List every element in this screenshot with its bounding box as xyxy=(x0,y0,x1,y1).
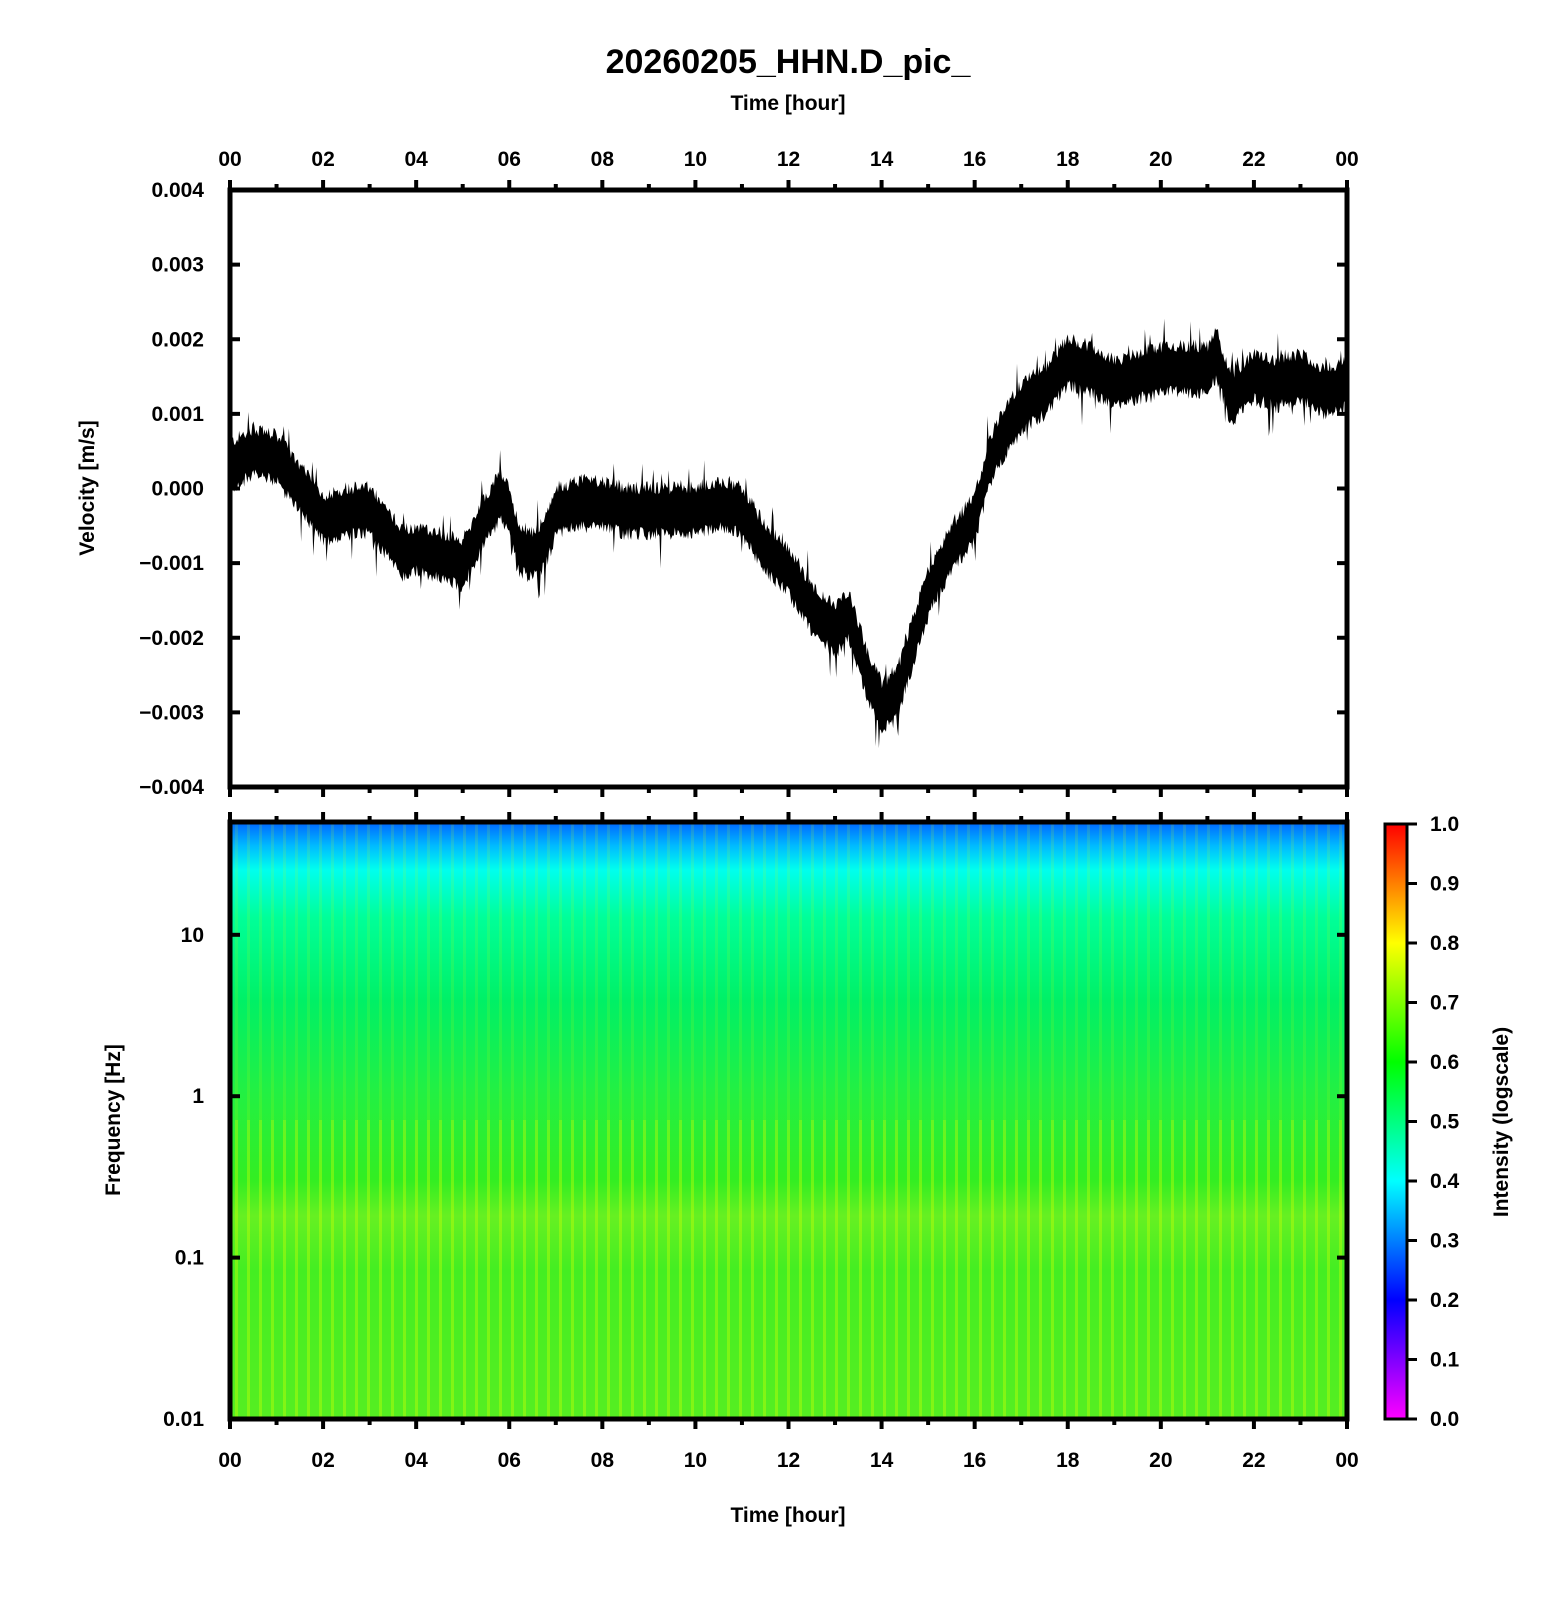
frequency-y-axis-title: Frequency [Hz] xyxy=(102,1044,125,1196)
velocity-tick-label: 0.001 xyxy=(151,403,204,426)
frequency-tick-label: 10 xyxy=(181,924,204,947)
velocity-trend-line xyxy=(230,351,1347,707)
velocity-tick-label: −0.001 xyxy=(139,552,204,575)
frequency-tick-label: 0.1 xyxy=(175,1247,205,1270)
velocity-y-axis: −0.004 −0.003 −0.002 −0.001 0.000 0.001 0.002 0… xyxy=(139,179,1347,799)
frequency-tick-label: 0.01 xyxy=(163,1408,204,1431)
velocity-tick-label: −0.002 xyxy=(139,627,204,650)
top-x-tick-label: 04 xyxy=(404,148,428,171)
colorbar-tick-label: 0.8 xyxy=(1430,932,1460,955)
spectrogram-panel: 00 02 04 06 08 10 12 14 16 18 20 22 00 0.01 0.1 1 10 Fr… xyxy=(102,812,1359,1527)
top-x-tick-label: 16 xyxy=(963,148,986,171)
bottom-x-tick-label: 22 xyxy=(1242,1449,1265,1472)
frequency-y-axis: 0.01 0.1 1 10 xyxy=(163,924,1347,1431)
colorbar-tick-label: 0.0 xyxy=(1430,1408,1459,1431)
bottom-x-tick-label: 04 xyxy=(404,1449,428,1472)
bottom-x-tick-label: 18 xyxy=(1056,1449,1080,1472)
bottom-x-tick-label: 20 xyxy=(1149,1449,1172,1472)
frequency-tick-label: 1 xyxy=(192,1085,204,1108)
colorbar: 0.0 0.1 0.2 0.3 0.4 0.5 0.6 0.7 0.8 0.9 1.0 Intens… xyxy=(1383,813,1513,1431)
bottom-x-tick-label: 14 xyxy=(870,1449,894,1472)
top-x-tick-label: 10 xyxy=(684,148,707,171)
bottom-x-axis-title: Time [hour] xyxy=(730,1504,845,1527)
bottom-x-tick-label: 00 xyxy=(218,1449,241,1472)
colorbar-tick-label: 0.9 xyxy=(1430,873,1459,896)
bottom-x-tick-label: 12 xyxy=(777,1449,800,1472)
colorbar-tick-label: 1.0 xyxy=(1430,813,1459,836)
top-x-axis-title: Time [hour] xyxy=(730,92,845,115)
colorbar-label: Intensity (logscale) xyxy=(1490,1027,1513,1217)
colorbar-tick-label: 0.5 xyxy=(1430,1111,1460,1134)
bottom-x-axis: 00 02 04 06 08 10 12 14 16 18 20 22 00 xyxy=(218,812,1359,1472)
velocity-tick-label: 0.004 xyxy=(151,179,204,202)
spectrogram-stripes xyxy=(230,1120,1347,1419)
bottom-x-tick-label: 02 xyxy=(311,1449,334,1472)
top-x-tick-label: 08 xyxy=(591,148,615,171)
colorbar-tick-label: 0.6 xyxy=(1430,1051,1459,1074)
top-x-tick-label: 02 xyxy=(311,148,334,171)
velocity-panel: 00 02 04 06 08 10 12 14 16 18 20 22 00 −0.004−0.003−… xyxy=(76,148,1359,799)
colorbar-tick-label: 0.2 xyxy=(1430,1289,1459,1312)
top-x-tick-label: 12 xyxy=(777,148,800,171)
top-x-tick-label: 00 xyxy=(1335,148,1358,171)
velocity-tick-label: −0.003 xyxy=(139,701,204,724)
colorbar-gradient xyxy=(1383,822,1409,1421)
velocity-tick-label: 0.002 xyxy=(151,328,204,351)
spectrogram-stripes-upper xyxy=(230,822,1347,1120)
bottom-x-tick-label: 10 xyxy=(684,1449,707,1472)
bottom-x-tick-label: 06 xyxy=(498,1449,521,1472)
colorbar-tick-label: 0.7 xyxy=(1430,992,1459,1015)
velocity-tick-label: 0.003 xyxy=(151,254,204,277)
bottom-x-tick-label: 16 xyxy=(963,1449,986,1472)
top-x-tick-label: 18 xyxy=(1056,148,1080,171)
top-x-tick-label: 06 xyxy=(498,148,521,171)
bottom-x-tick-label: 00 xyxy=(1335,1449,1358,1472)
top-x-axis: 00 02 04 06 08 10 12 14 16 18 20 22 00 xyxy=(218,148,1359,797)
velocity-y-axis-title: Velocity [m/s] xyxy=(76,420,99,555)
velocity-tick-label: −0.004 xyxy=(139,776,204,799)
top-x-tick-label: 00 xyxy=(218,148,241,171)
velocity-tick-label: 0.000 xyxy=(151,478,204,501)
velocity-plot-frame xyxy=(227,187,1350,790)
top-x-tick-label: 20 xyxy=(1149,148,1172,171)
colorbar-tick-label: 0.3 xyxy=(1430,1230,1459,1253)
chart-title: 20260205_HHN.D_pic_ xyxy=(606,43,972,81)
top-x-tick-label: 22 xyxy=(1242,148,1265,171)
colorbar-axis: 0.0 0.1 0.2 0.3 0.4 0.5 0.6 0.7 0.8 0.9 1.0 xyxy=(1407,813,1460,1431)
top-x-tick-label: 14 xyxy=(870,148,894,171)
bottom-x-tick-label: 08 xyxy=(591,1449,615,1472)
colorbar-tick-label: 0.4 xyxy=(1430,1170,1460,1193)
colorbar-tick-label: 0.1 xyxy=(1430,1349,1460,1372)
velocity-envelope xyxy=(230,318,1347,749)
